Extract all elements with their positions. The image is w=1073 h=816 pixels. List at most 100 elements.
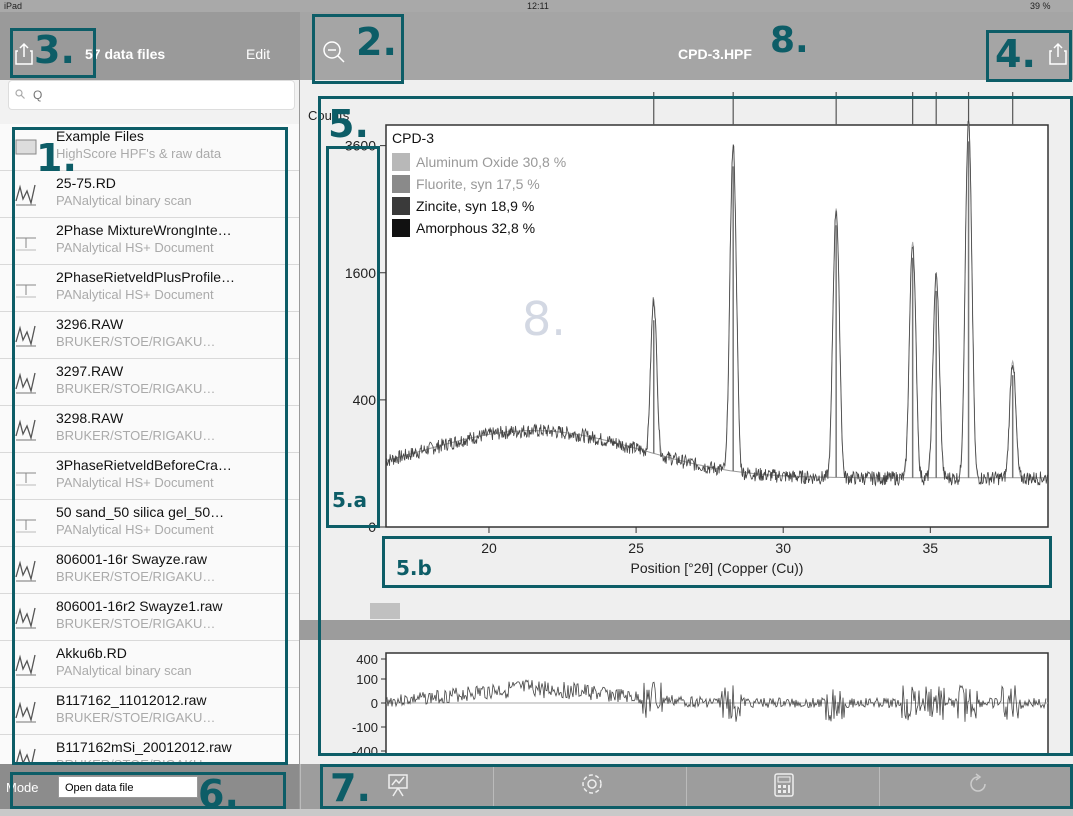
- legend-swatch: [392, 153, 410, 171]
- file-type: BRUKER/STOE/RIGAKU…: [56, 428, 216, 443]
- legend-swatch: [392, 197, 410, 215]
- sidebar: 57 data files Edit Example Files HighScor…: [0, 12, 300, 809]
- document-icon: [14, 510, 38, 536]
- chart-button[interactable]: [300, 764, 493, 809]
- file-list-item[interactable]: 2Phase MixtureWrongInte… PANalytical HS+ …: [0, 218, 299, 265]
- plot-frame: [385, 124, 1049, 528]
- x-tick-label: 30: [775, 540, 791, 556]
- residual-curve: [385, 679, 1047, 722]
- mode-label: Mode: [6, 780, 39, 795]
- document-icon: [14, 463, 38, 489]
- annotation-label-2: 2.: [356, 20, 397, 64]
- file-name: 25-75.RD: [56, 175, 116, 191]
- file-name: 2Phase MixtureWrongInte…: [56, 222, 232, 238]
- file-list-item[interactable]: B117162_11012012.raw BRUKER/STOE/RIGAKU…: [0, 688, 299, 735]
- file-type: BRUKER/STOE/RIGAKU…: [56, 381, 216, 396]
- file-name: B117162mSi_20012012.raw: [56, 739, 232, 755]
- document-icon: [14, 275, 38, 301]
- annotation-label-7: 7.: [330, 766, 371, 810]
- sidebar-title: 57 data files: [85, 46, 166, 62]
- zoom-out-icon[interactable]: [322, 40, 346, 64]
- legend-label: Fluorite, syn 17,5 %: [416, 176, 540, 192]
- file-list-item[interactable]: 25-75.RD PANalytical binary scan: [0, 171, 299, 218]
- file-list-item[interactable]: Example Files HighScore HPF's & raw data: [0, 124, 299, 171]
- file-type: BRUKER/STOE/RIGAKU…: [56, 616, 216, 631]
- sidebar-header: 57 data files Edit: [0, 12, 299, 80]
- annotation-box-1: [12, 127, 288, 765]
- status-bar: iPad 12:11 39 %: [0, 0, 1073, 12]
- annotation-box-7: [320, 764, 1073, 809]
- calculator-icon: [774, 773, 794, 797]
- settings-button[interactable]: [493, 764, 686, 809]
- refresh-button[interactable]: [879, 764, 1072, 809]
- share-icon[interactable]: [14, 42, 34, 66]
- search-input[interactable]: [31, 84, 290, 106]
- scan-icon: [14, 651, 38, 677]
- device-label: iPad: [4, 1, 23, 11]
- file-list-item[interactable]: 3296.RAW BRUKER/STOE/RIGAKU…: [0, 312, 299, 359]
- scan-icon: [14, 557, 38, 583]
- legend-label: Zincite, syn 18,9 %: [416, 198, 534, 214]
- file-list-item[interactable]: Akku6b.RD PANalytical binary scan: [0, 641, 299, 688]
- file-name: Akku6b.RD: [56, 645, 127, 661]
- file-list-item[interactable]: 3297.RAW BRUKER/STOE/RIGAKU…: [0, 359, 299, 406]
- annotation-label-3: 3.: [34, 28, 75, 72]
- file-type: BRUKER/STOE/RIGAKU…: [56, 569, 216, 584]
- observed-pattern: [385, 119, 1048, 487]
- search-field[interactable]: [8, 80, 295, 110]
- annotation-box-2: [312, 14, 404, 84]
- residual-tick-label: 400: [356, 652, 378, 667]
- file-name: 3297.RAW: [56, 363, 124, 379]
- bottom-toolbar: [300, 764, 1073, 809]
- scan-icon: [14, 698, 38, 724]
- edit-button[interactable]: Edit: [246, 46, 271, 62]
- refresh-icon: [970, 773, 986, 792]
- file-list-item[interactable]: 2PhaseRietveldPlusProfile… PANalytical HS…: [0, 265, 299, 312]
- file-list-item[interactable]: 806001-16r Swayze.raw BRUKER/STOE/RIGAKU…: [0, 547, 299, 594]
- x-tick-label: 35: [923, 540, 939, 556]
- x-tick-label: 20: [481, 540, 497, 556]
- file-list[interactable]: Example Files HighScore HPF's & raw data 2…: [0, 124, 299, 770]
- search-icon: [15, 89, 25, 99]
- scan-icon: [14, 322, 38, 348]
- scan-icon: [14, 181, 38, 207]
- annotation-box-4: [986, 30, 1072, 82]
- document-header: CPD-3.HPF: [300, 12, 1073, 80]
- file-list-item[interactable]: 3PhaseRietveldBeforeCra… PANalytical HS+ …: [0, 453, 299, 500]
- folder-icon: [14, 134, 38, 160]
- file-name: 50 sand_50 silica gel_50…: [56, 504, 225, 520]
- annotation-label-5a: 5.a: [332, 488, 368, 512]
- annotation-box-5: [318, 96, 1073, 756]
- scan-icon: [14, 416, 38, 442]
- annotation-label-4: 4.: [995, 32, 1036, 76]
- file-name: 3PhaseRietveldBeforeCra…: [56, 457, 232, 473]
- file-list-item[interactable]: 806001-16r2 Swayze1.raw BRUKER/STOE/RIGAK…: [0, 594, 299, 641]
- x-tick-label: 25: [628, 540, 644, 556]
- file-name: 3296.RAW: [56, 316, 124, 332]
- y-tick-label: 3600: [345, 138, 376, 154]
- scroll-thumb[interactable]: [370, 603, 400, 619]
- file-type: BRUKER/STOE/RIGAKU…: [56, 710, 216, 725]
- x-axis-label: Position [°2θ] (Copper (Cu)): [631, 560, 804, 576]
- legend-swatch: [392, 175, 410, 193]
- annotation-box-5b: [382, 536, 1052, 588]
- file-name: B117162_11012012.raw: [56, 692, 207, 708]
- mode-select[interactable]: Open data file: [58, 776, 198, 798]
- share-icon[interactable]: [1048, 42, 1068, 66]
- y-tick-label: 1600: [345, 265, 376, 281]
- file-list-item[interactable]: 3298.RAW BRUKER/STOE/RIGAKU…: [0, 406, 299, 453]
- chart-scrollbar[interactable]: [300, 620, 1073, 640]
- residual-tick-label: 0: [371, 696, 378, 711]
- document-title: CPD-3.HPF: [678, 46, 752, 62]
- mode-bar: Mode Open data file: [0, 764, 299, 809]
- calculator-button[interactable]: [686, 764, 879, 809]
- residual-tick-label: -100: [352, 720, 378, 735]
- annotation-box-3: [10, 28, 96, 78]
- file-list-item[interactable]: 50 sand_50 silica gel_50… PANalytical HS+…: [0, 500, 299, 547]
- annotation-label-5b: 5.b: [396, 556, 432, 580]
- annotation-label-8-watermark: 8.: [522, 292, 566, 346]
- chart-icon: [388, 774, 408, 797]
- y-tick-label: 400: [353, 392, 377, 408]
